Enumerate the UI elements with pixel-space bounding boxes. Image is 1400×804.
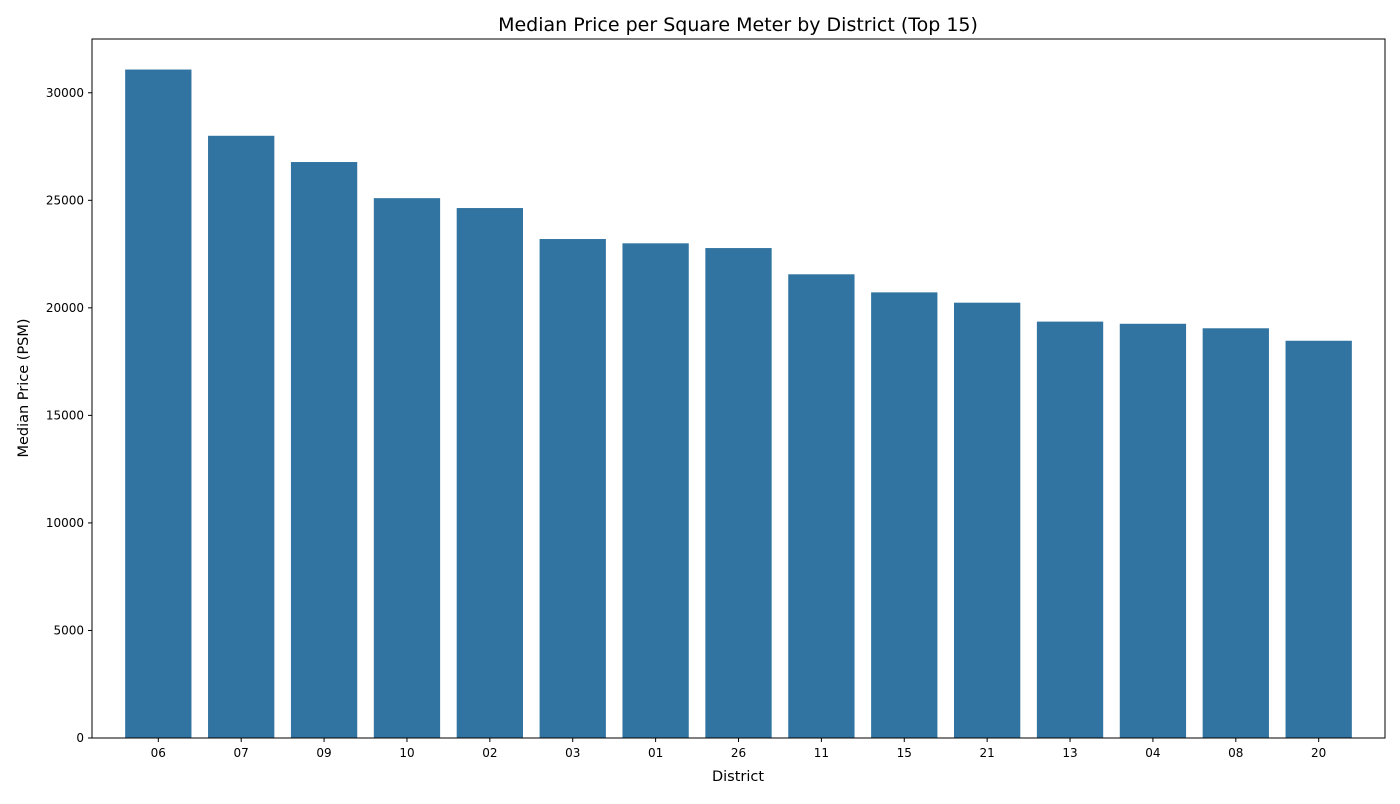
y-tick-label: 20000 [46, 301, 84, 315]
x-tick-label: 06 [151, 746, 166, 760]
y-tick-label: 25000 [46, 193, 84, 207]
x-axis: 06 07 09 10 02 03 01 26 11 15 21 13 04 08 20 [151, 738, 1326, 760]
x-tick-label: 26 [731, 746, 746, 760]
x-tick-label: 15 [897, 746, 912, 760]
plot-frame [91, 38, 1386, 739]
x-tick-label: 01 [648, 746, 663, 760]
x-tick-label: 09 [316, 746, 331, 760]
y-tick-label: 0 [76, 731, 84, 745]
bar-10 [373, 198, 441, 738]
x-tick-label: 10 [399, 746, 414, 760]
x-tick-label: 11 [814, 746, 829, 760]
y-tick-label: 30000 [46, 86, 84, 100]
x-tick-label: 02 [482, 746, 497, 760]
bar-15 [871, 292, 938, 738]
bar-09 [290, 162, 358, 739]
bar-03 [539, 239, 606, 738]
x-tick-label: 21 [980, 746, 995, 760]
bar-08 [1202, 328, 1269, 738]
bar-21 [954, 302, 1021, 738]
y-tick-label: 15000 [46, 408, 84, 422]
x-tick-label: 08 [1228, 746, 1243, 760]
bar-06 [125, 69, 192, 739]
y-tick-label: 10000 [46, 516, 84, 530]
plot-area [125, 69, 1352, 739]
bar-04 [1119, 323, 1187, 738]
x-axis-label: District [712, 769, 764, 785]
x-tick-label: 13 [1062, 746, 1077, 760]
bar-07 [208, 135, 275, 739]
x-tick-label: 07 [234, 746, 249, 760]
x-tick-label: 03 [565, 746, 580, 760]
x-tick-label: 04 [1145, 746, 1160, 760]
y-tick-label: 5000 [53, 623, 84, 637]
y-axis-label: Median Price (PSM) [16, 318, 32, 457]
chart-title: Median Price per Square Meter by Distric… [498, 14, 978, 36]
bar-01 [622, 243, 689, 739]
x-tick-label: 20 [1311, 746, 1326, 760]
bar-20 [1285, 340, 1352, 738]
bar-26 [705, 248, 772, 739]
bar-13 [1036, 321, 1104, 738]
bar-11 [788, 274, 855, 738]
bar-02 [456, 208, 523, 738]
y-axis: 0 5000 10000 15000 20000 25000 30000 [46, 86, 92, 745]
